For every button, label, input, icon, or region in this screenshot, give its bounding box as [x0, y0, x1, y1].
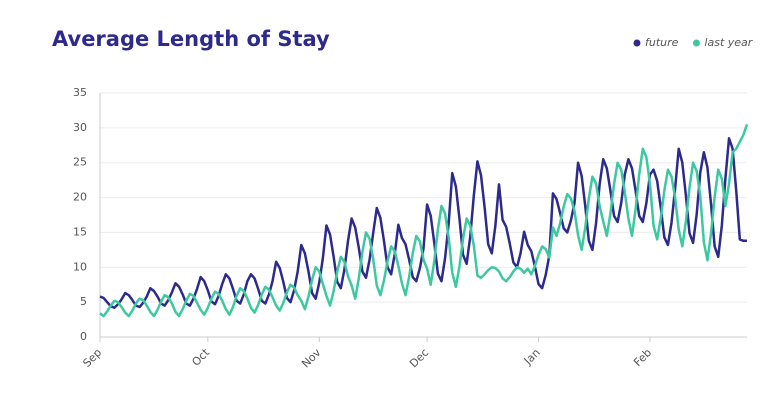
- y-tick-label: 20: [73, 191, 87, 204]
- line: [99, 137, 747, 309]
- x-tick-label: Nov: [299, 346, 324, 371]
- y-tick-label: 25: [73, 156, 87, 169]
- legend-label: last year: [704, 36, 753, 49]
- chart-title: Average Length of Stay: [52, 27, 330, 51]
- x-tick-label: Jan: [521, 346, 543, 368]
- y-tick-label: 0: [80, 330, 87, 343]
- x-tick-label: Dec: [407, 346, 431, 370]
- x-tick-label: Sep: [80, 346, 104, 370]
- y-tick-label: 35: [73, 86, 87, 99]
- legend-marker: [692, 39, 700, 47]
- legend-marker: [633, 39, 641, 47]
- legend-label: future: [645, 36, 679, 49]
- y-tick-label: 5: [80, 295, 87, 308]
- line: [99, 123, 749, 318]
- y-tick-label: 15: [73, 225, 87, 238]
- y-tick-label: 30: [73, 121, 87, 134]
- x-tick-label: Oct: [189, 346, 212, 369]
- legend: future last year: [633, 36, 754, 49]
- x-tick-label: Feb: [631, 346, 654, 369]
- y-tick-label: 10: [73, 260, 87, 273]
